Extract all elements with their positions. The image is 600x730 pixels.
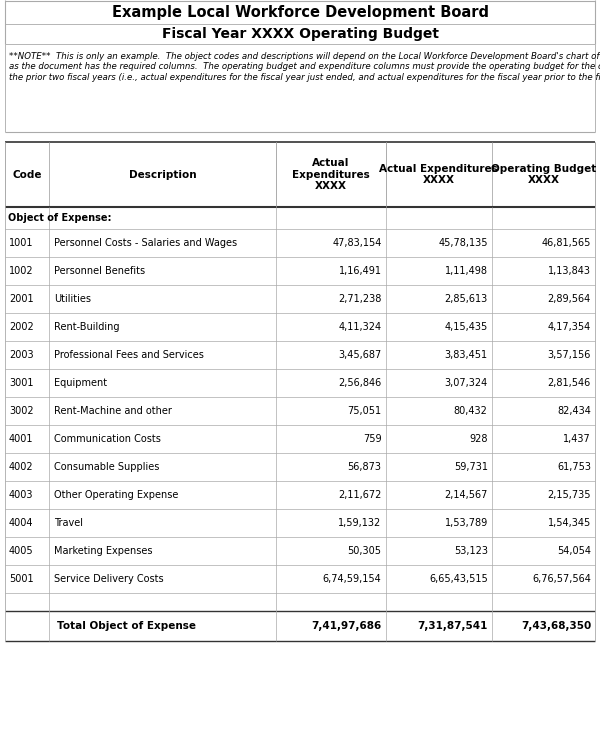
Text: Actual
Expenditures
XXXX: Actual Expenditures XXXX [292, 158, 370, 191]
Text: 1,59,132: 1,59,132 [338, 518, 382, 528]
Text: 2,14,567: 2,14,567 [445, 490, 488, 500]
Text: Utilities: Utilities [54, 294, 91, 304]
Text: 1,11,498: 1,11,498 [445, 266, 488, 276]
Text: Fiscal Year XXXX Operating Budget: Fiscal Year XXXX Operating Budget [161, 27, 439, 41]
Text: 3001: 3001 [9, 378, 34, 388]
Text: 1002: 1002 [9, 266, 34, 276]
Text: Personnel Costs - Salaries and Wages: Personnel Costs - Salaries and Wages [54, 238, 238, 248]
Text: 2,81,546: 2,81,546 [548, 378, 591, 388]
Text: 3,07,324: 3,07,324 [445, 378, 488, 388]
Text: 7,43,68,350: 7,43,68,350 [521, 621, 591, 631]
Text: 47,83,154: 47,83,154 [332, 238, 382, 248]
Text: 54,054: 54,054 [557, 546, 591, 556]
Text: 4003: 4003 [9, 490, 34, 500]
Text: Operating Budget
XXXX: Operating Budget XXXX [491, 164, 596, 185]
Text: Total Object of Expense: Total Object of Expense [57, 621, 196, 631]
Text: 6,65,43,515: 6,65,43,515 [429, 574, 488, 584]
Text: Description: Description [129, 169, 197, 180]
Text: 2003: 2003 [9, 350, 34, 360]
Text: 1,54,345: 1,54,345 [548, 518, 591, 528]
Text: Example Local Workforce Development Board: Example Local Workforce Development Boar… [112, 4, 488, 20]
Text: Equipment: Equipment [54, 378, 107, 388]
Text: Code: Code [13, 169, 42, 180]
Text: 2002: 2002 [9, 322, 34, 332]
Text: Personnel Benefits: Personnel Benefits [54, 266, 145, 276]
Text: 6,76,57,564: 6,76,57,564 [532, 574, 591, 584]
Text: **NOTE**  This is only an example.  The object codes and descriptions will depen: **NOTE** This is only an example. The ob… [9, 52, 600, 82]
Text: 82,434: 82,434 [557, 406, 591, 416]
Text: 4005: 4005 [9, 546, 34, 556]
Text: 3,57,156: 3,57,156 [548, 350, 591, 360]
Text: 61,753: 61,753 [557, 462, 591, 472]
Text: Travel: Travel [54, 518, 83, 528]
Text: 56,873: 56,873 [347, 462, 382, 472]
Text: 2,56,846: 2,56,846 [338, 378, 382, 388]
Text: Communication Costs: Communication Costs [54, 434, 161, 444]
Text: 53,123: 53,123 [454, 546, 488, 556]
Text: Rent-Building: Rent-Building [54, 322, 120, 332]
Text: 46,81,565: 46,81,565 [542, 238, 591, 248]
Text: 4,17,354: 4,17,354 [548, 322, 591, 332]
Text: 80,432: 80,432 [454, 406, 488, 416]
Text: 1,16,491: 1,16,491 [338, 266, 382, 276]
Text: 5001: 5001 [9, 574, 34, 584]
Text: 7,41,97,686: 7,41,97,686 [311, 621, 382, 631]
Text: 2,71,238: 2,71,238 [338, 294, 382, 304]
Text: 4,15,435: 4,15,435 [445, 322, 488, 332]
Text: 1,53,789: 1,53,789 [445, 518, 488, 528]
Text: 4001: 4001 [9, 434, 34, 444]
Text: 759: 759 [363, 434, 382, 444]
Text: Object of Expense:: Object of Expense: [8, 213, 112, 223]
Text: Rent-Machine and other: Rent-Machine and other [54, 406, 172, 416]
Text: 928: 928 [469, 434, 488, 444]
Text: 4,11,324: 4,11,324 [338, 322, 382, 332]
Text: 2001: 2001 [9, 294, 34, 304]
Text: Service Delivery Costs: Service Delivery Costs [54, 574, 164, 584]
Text: 45,78,135: 45,78,135 [438, 238, 488, 248]
Text: 3,45,687: 3,45,687 [338, 350, 382, 360]
Text: 2,89,564: 2,89,564 [548, 294, 591, 304]
Text: 1,13,843: 1,13,843 [548, 266, 591, 276]
Text: Professional Fees and Services: Professional Fees and Services [54, 350, 204, 360]
Text: 2,11,672: 2,11,672 [338, 490, 382, 500]
Text: Actual Expenditures
XXXX: Actual Expenditures XXXX [379, 164, 498, 185]
Text: 50,305: 50,305 [347, 546, 382, 556]
Text: 3002: 3002 [9, 406, 34, 416]
Text: 1001: 1001 [9, 238, 34, 248]
Text: 6,74,59,154: 6,74,59,154 [323, 574, 382, 584]
Text: 4004: 4004 [9, 518, 34, 528]
Text: 1,437: 1,437 [563, 434, 591, 444]
Text: Consumable Supplies: Consumable Supplies [54, 462, 160, 472]
Text: Other Operating Expense: Other Operating Expense [54, 490, 179, 500]
Text: 7,31,87,541: 7,31,87,541 [418, 621, 488, 631]
Text: 3,83,451: 3,83,451 [445, 350, 488, 360]
Text: 2,15,735: 2,15,735 [548, 490, 591, 500]
Text: 2,85,613: 2,85,613 [445, 294, 488, 304]
Text: Marketing Expenses: Marketing Expenses [54, 546, 153, 556]
Text: 75,051: 75,051 [347, 406, 382, 416]
Text: 59,731: 59,731 [454, 462, 488, 472]
Text: 4002: 4002 [9, 462, 34, 472]
